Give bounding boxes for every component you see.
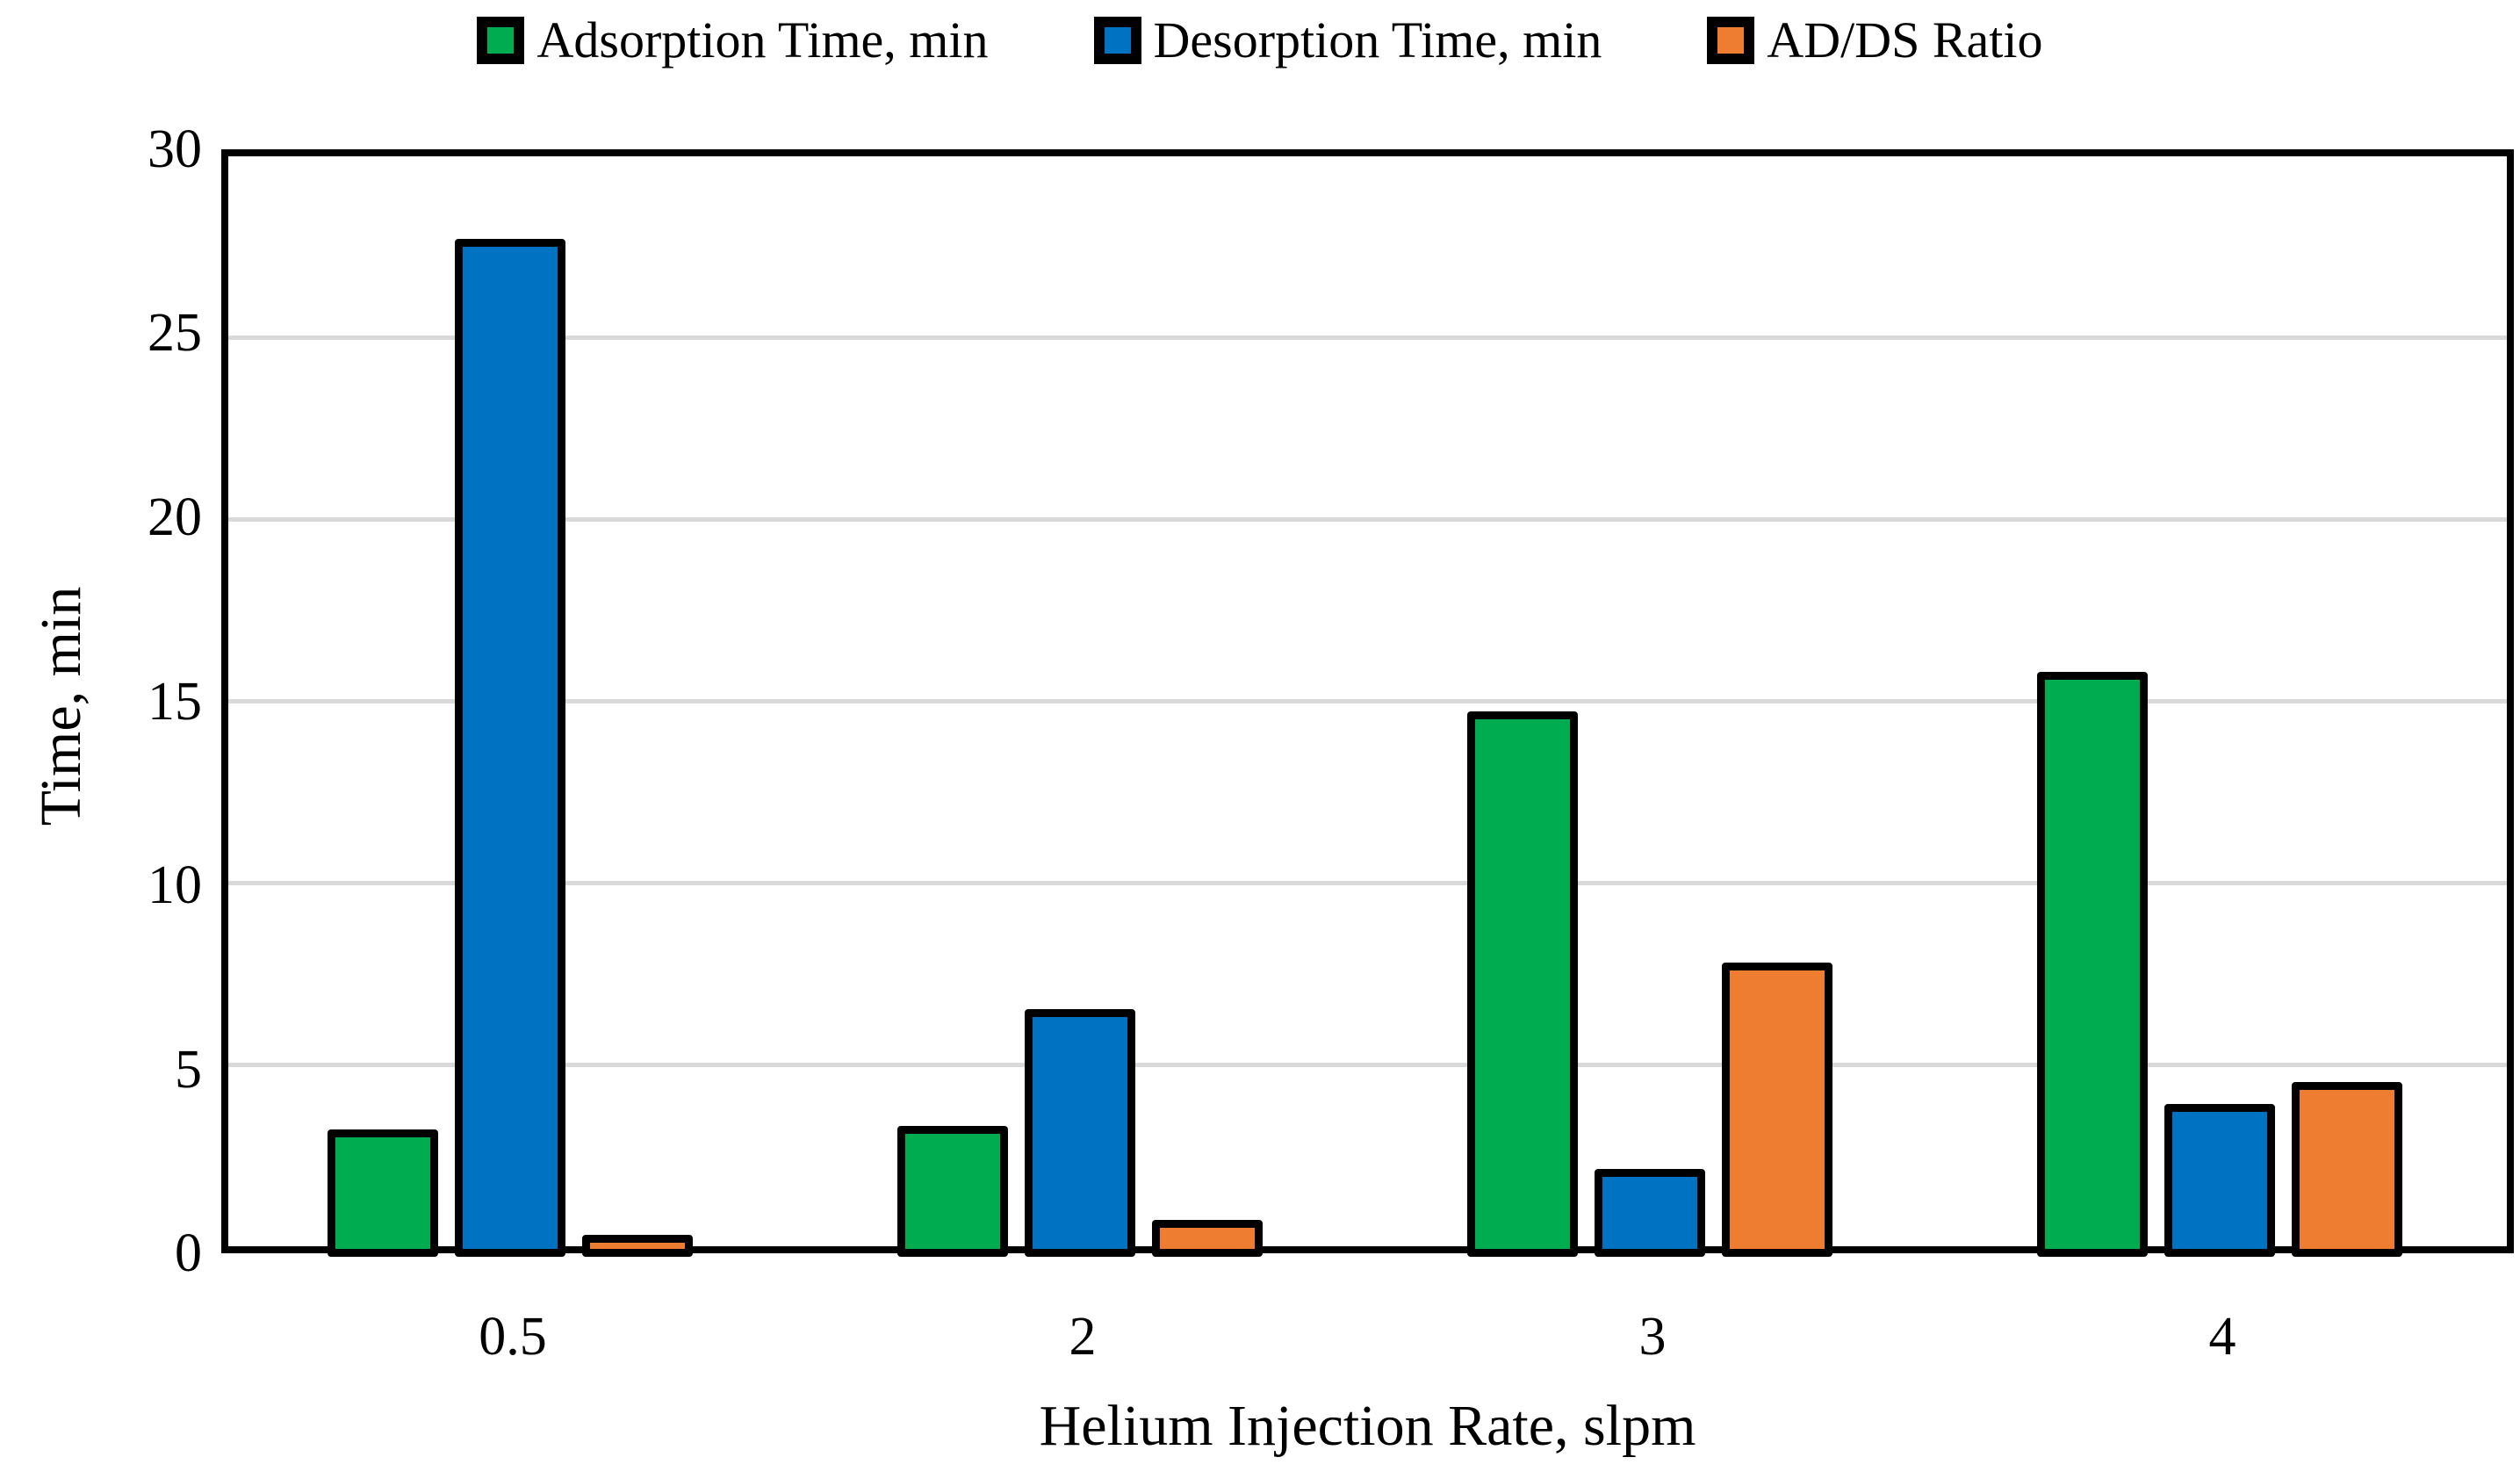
legend-label: AD/DS Ratio (1767, 11, 2043, 69)
legend-item-1: Adsorption Time, min (477, 11, 989, 69)
bar-ad-ds-ratio-x3 (1722, 963, 1832, 1257)
legend-item-2: Desorption Time, min (1093, 11, 1602, 69)
legend-item-3: AD/DS Ratio (1707, 11, 2043, 69)
bar-adsorption-time-min-x3 (1467, 711, 1578, 1257)
plot-area (221, 149, 2514, 1257)
gridline-20 (228, 517, 2507, 522)
y-tick-label-5: 5 (175, 1040, 202, 1100)
y-tick-label-15: 15 (148, 672, 202, 732)
y-tick-label-10: 10 (148, 855, 202, 915)
legend-swatch-icon (477, 17, 525, 64)
gridline-10 (228, 881, 2507, 885)
bar-desorption-time-min-x0.5 (455, 239, 565, 1257)
y-tick-label-25: 25 (148, 303, 202, 363)
y-axis-title: Time, min (29, 586, 93, 826)
x-tick-label-2: 2 (1069, 1307, 1097, 1367)
bar-desorption-time-min-x4 (2164, 1104, 2275, 1257)
x-tick-label-4: 4 (2208, 1307, 2236, 1367)
legend-swatch-icon (1707, 17, 1755, 64)
legend-label: Adsorption Time, min (536, 11, 989, 69)
bar-ad-ds-ratio-x4 (2292, 1082, 2402, 1257)
x-axis-title: Helium Injection Rate, slpm (1039, 1394, 1696, 1458)
y-tick-label-30: 30 (148, 119, 202, 179)
bar-adsorption-time-min-x2 (897, 1126, 1008, 1257)
bar-adsorption-time-min-x0.5 (328, 1129, 438, 1257)
bar-ad-ds-ratio-x2 (1152, 1220, 1263, 1257)
legend-label: Desorption Time, min (1153, 11, 1602, 69)
bar-ad-ds-ratio-x0.5 (582, 1235, 693, 1257)
bar-desorption-time-min-x2 (1025, 1009, 1135, 1257)
bar-desorption-time-min-x3 (1595, 1169, 1705, 1257)
y-tick-label-0: 0 (175, 1223, 202, 1283)
chart-legend: Adsorption Time, min Desorption Time, min… (0, 12, 2520, 69)
gridline-25 (228, 335, 2507, 340)
x-tick-label-3: 3 (1638, 1307, 1667, 1367)
y-tick-label-20: 20 (148, 487, 202, 547)
bar-adsorption-time-min-x4 (2037, 672, 2148, 1257)
gridline-5 (228, 1063, 2507, 1067)
legend-swatch-icon (1093, 17, 1141, 64)
x-tick-label-0.5: 0.5 (479, 1307, 547, 1367)
gridline-15 (228, 699, 2507, 703)
